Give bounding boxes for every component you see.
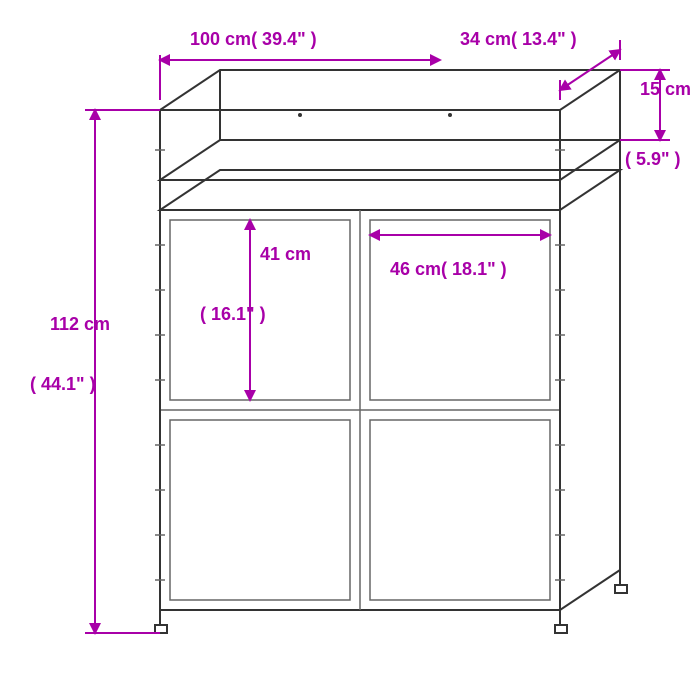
svg-text:( 16.1" ): ( 16.1" ) [200,304,266,324]
dim-top-gap: 15 cm ( 5.9" ) [620,70,691,169]
svg-text:15 cm: 15 cm [640,79,691,99]
dim-panel-w: 46 cm( 18.1" ) [370,235,550,279]
svg-text:41 cm: 41 cm [260,244,311,264]
gap-cm: 15 cm [640,79,691,99]
ph-cm: 41 cm [260,244,311,264]
svg-text:34 cm( 13.4" ): 34 cm( 13.4" ) [460,29,577,49]
dim-panel-h: 41 cm ( 16.1" ) [200,220,311,400]
gap-in: ( 5.9" ) [625,149,681,169]
depth-cm: 34 cm [460,29,511,49]
svg-text:112 cm: 112 cm [50,314,110,334]
h-in: ( 44.1" ) [30,374,96,394]
pw-cm: 46 cm [390,259,441,279]
width-cm: 100 cm [190,29,251,49]
width-in: ( 39.4" ) [251,29,317,49]
depth-in: ( 13.4" ) [511,29,577,49]
svg-text:100 cm( 39.4" ): 100 cm( 39.4" ) [190,29,317,49]
h-cm: 112 cm [50,314,110,334]
ph-in: ( 16.1" ) [200,304,266,324]
dim-depth: 34 cm( 13.4" ) [460,29,620,100]
furniture-diagram: 100 cm( 39.4" ) 34 cm( 13.4" ) 15 cm ( 5… [0,0,700,700]
svg-text:( 5.9" ): ( 5.9" ) [625,149,681,169]
dim-height: 112 cm ( 44.1" ) [30,110,160,633]
svg-text:( 44.1" ): ( 44.1" ) [30,374,96,394]
pw-in: ( 18.1" ) [441,259,507,279]
shelf-structure [155,70,627,633]
dim-width: 100 cm( 39.4" ) [160,29,440,100]
svg-text:46 cm( 18.1" ): 46 cm( 18.1" ) [390,259,507,279]
